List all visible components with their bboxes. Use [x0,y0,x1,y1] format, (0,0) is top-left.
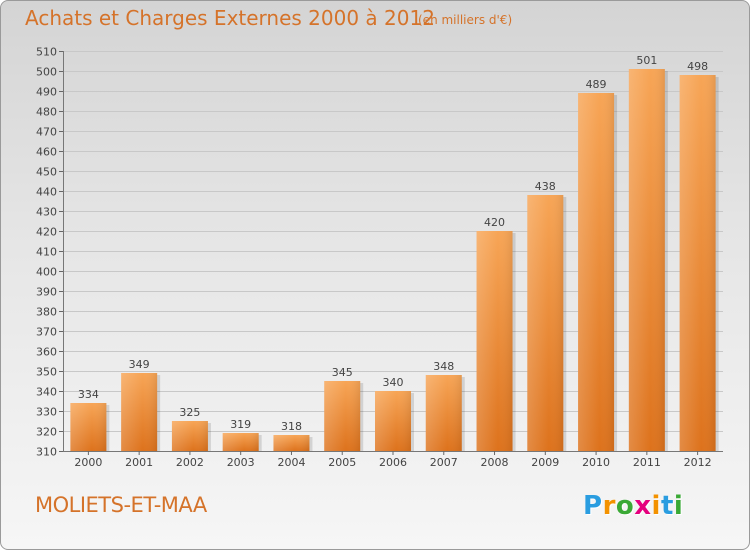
value-label-2005: 345 [332,366,353,379]
logo-letter: i [651,491,661,521]
bar-highlight [70,403,107,451]
y-tick-label: 510 [36,46,57,59]
logo-letter: r [602,491,616,521]
y-tick-label: 330 [36,406,57,419]
value-label-2012: 498 [687,60,708,73]
x-tick-label: 2002 [176,456,204,469]
value-label-2003: 319 [230,418,251,431]
bar-highlight [628,69,665,451]
y-tick-label: 430 [36,206,57,219]
x-tick-label: 2010 [582,456,610,469]
x-tick-label: 2001 [125,456,153,469]
bar-highlight [171,421,208,451]
x-tick-label: 2004 [277,456,305,469]
logo-letter: i [673,491,684,521]
value-label-2010: 489 [586,78,607,91]
y-tick-label: 360 [36,346,57,359]
x-tick-label: 2009 [531,456,559,469]
value-label-2001: 349 [129,358,150,371]
x-tick-label: 2000 [74,456,102,469]
value-label-2002: 325 [179,406,200,419]
bar-highlight [476,231,513,451]
value-label-2004: 318 [281,420,302,433]
value-label-2006: 340 [383,376,404,389]
chart-subtitle: (en milliers d'€) [418,13,513,27]
y-tick-label: 490 [36,86,57,99]
value-label-2000: 334 [78,388,99,401]
y-tick-label: 470 [36,126,57,139]
bar-highlight [121,373,158,451]
y-tick-label: 380 [36,306,57,319]
value-label-2009: 438 [535,180,556,193]
bar-highlight [578,93,615,451]
y-tick-label: 370 [36,326,57,339]
logo-letter: P [583,491,603,521]
logo-letter: o [615,491,635,521]
proxiti-logo: Proxiti [583,491,683,521]
bars [70,69,719,451]
value-label-2008: 420 [484,216,505,229]
data-labels: 334 349 325 319 318 345 340 348 420 438 489 501 498 [78,54,708,433]
y-tick-label: 400 [36,266,57,279]
logo-letter: x [634,491,652,521]
y-tick-label: 390 [36,286,57,299]
logo-letter: t [660,491,674,521]
y-tick-label: 340 [36,386,57,399]
bar-highlight [679,75,716,451]
bar-highlight [273,435,310,451]
y-tick-label: 420 [36,226,57,239]
bar-highlight [375,391,411,451]
x-tick-label: 2007 [430,456,458,469]
x-tick-label: 2011 [633,456,661,469]
y-tick-label: 450 [36,166,57,179]
chart-title: Achats et Charges Externes 2000 à 2012 [25,6,435,30]
y-tick-label: 440 [36,186,57,199]
x-tick-label: 2005 [328,456,356,469]
y-tick-label: 320 [36,426,57,439]
value-label-2011: 501 [636,54,657,67]
value-label-2007: 348 [433,360,454,373]
x-tick-label: 2008 [481,456,509,469]
bar-highlight [324,381,361,451]
y-tick-label: 480 [36,106,57,119]
bar-highlight [222,433,259,451]
x-tick-label: 2012 [684,456,712,469]
bar-highlight [527,195,564,451]
x-tick-label: 2003 [227,456,255,469]
y-tick-label: 350 [36,366,57,379]
y-tick-label: 310 [36,446,57,459]
y-tick-label: 460 [36,146,57,159]
axes: 310 320 330 340 350 360 370 380 390 400 410 420 430 4… [36,46,723,469]
location-name: MOLIETS-ET-MAA [35,493,207,517]
y-tick-label: 500 [36,66,57,79]
y-tick-label: 410 [36,246,57,259]
bar-highlight [425,375,462,451]
x-tick-label: 2006 [379,456,407,469]
